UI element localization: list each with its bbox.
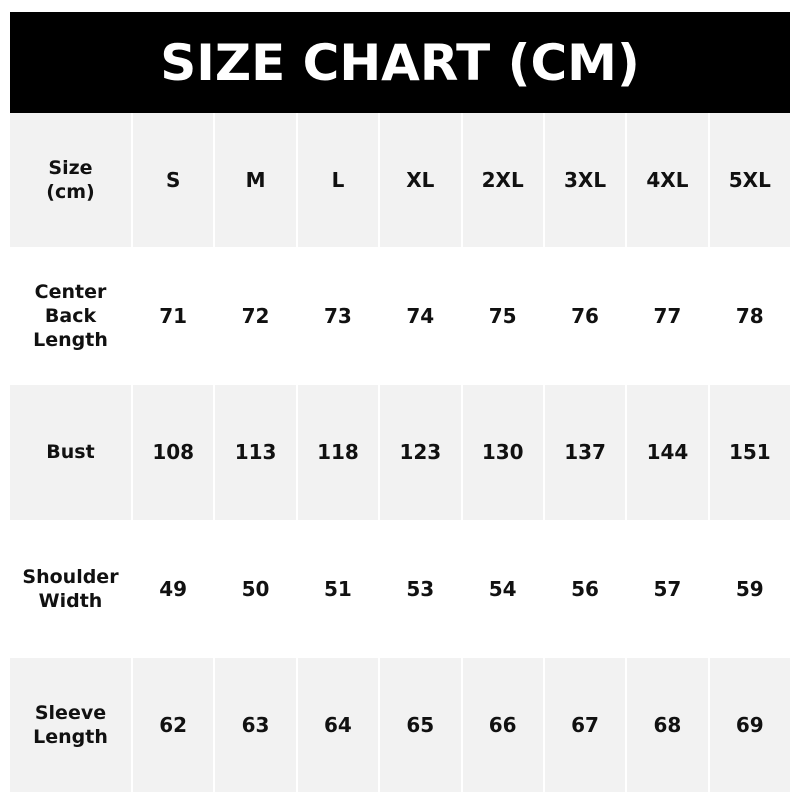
header-size-xl: XL [380,113,461,248]
header-size-m: M [215,113,296,248]
table-cell: 74 [406,304,435,329]
table-cell: 64 [297,657,379,792]
table-cell: 113 [215,385,296,520]
table-cell: 53 [406,576,435,601]
table-cell: 137 [544,385,626,520]
table-cell: 118 [297,385,379,520]
table-cell: 49 [159,576,188,601]
table-cell: 66 [462,657,543,792]
header-size-s: S [133,113,214,248]
table-cell: 67 [544,657,626,792]
header-size-2xl: 2XL [462,113,543,248]
table-cell: 72 [241,304,270,329]
table-cell: 77 [653,304,682,329]
table-cell: 73 [324,304,352,329]
table-cell: 59 [735,576,764,601]
header-size-l: L [297,113,379,248]
table-cell: 71 [159,304,188,329]
row-label: Bust [10,385,131,520]
table-cell: 62 [133,657,214,792]
table-cell: 123 [380,385,461,520]
table-cell: 56 [571,576,599,601]
table-cell: 78 [735,304,764,329]
table-cell: 144 [627,385,708,520]
table-cell: 76 [571,304,599,329]
table-cell: 151 [709,385,790,520]
size-table: Size (cm) S M L XL 2XL 3XL 4XL 5XL Center Back Le… [10,113,790,792]
header-size-3xl: 3XL [544,113,626,248]
table-cell: 75 [488,304,517,329]
table-cell: 68 [627,657,708,792]
header-size-4xl: 4XL [627,113,708,248]
header-size-5xl: 5XL [709,113,790,248]
table-cell: 63 [215,657,296,792]
row-label: Center Back Length [33,281,108,352]
table-cell: 50 [241,576,270,601]
header-size-label: Size (cm) [10,113,131,248]
row-label: Sleeve Length [10,657,131,792]
chart-title: SIZE CHART (CM) [10,12,790,113]
table-cell: 108 [133,385,214,520]
table-cell: 69 [709,657,790,792]
table-cell: 65 [380,657,461,792]
table-cell: 54 [488,576,517,601]
table-cell: 51 [324,576,352,601]
table-cell: 130 [462,385,543,520]
row-label: Shoulder Width [22,565,119,612]
table-cell: 57 [653,576,682,601]
